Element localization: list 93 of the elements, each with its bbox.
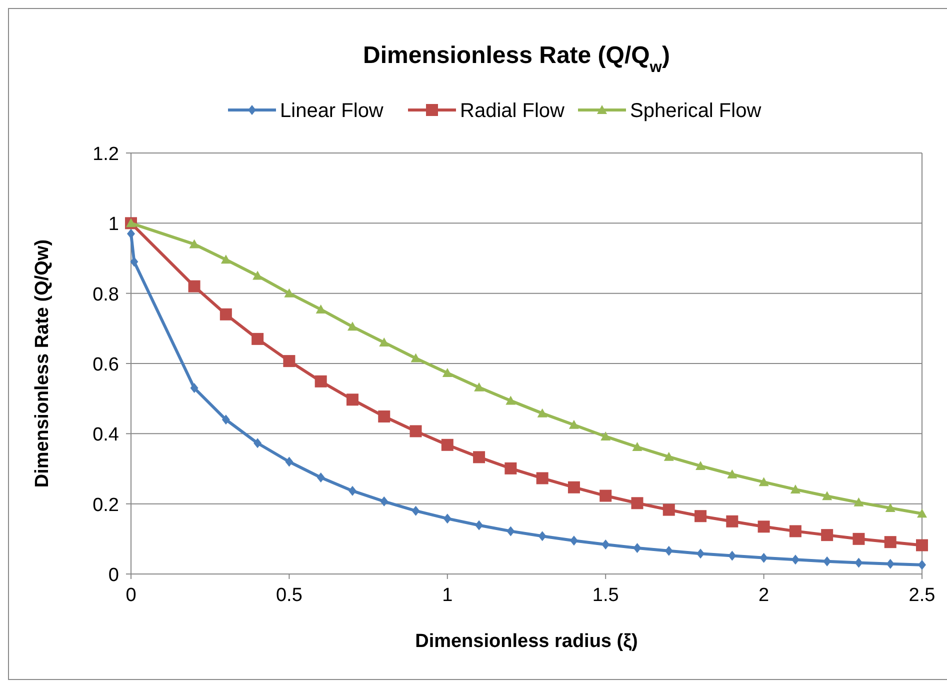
point — [631, 497, 644, 510]
point — [570, 536, 578, 546]
point — [854, 497, 864, 506]
point — [473, 451, 486, 464]
point — [918, 560, 926, 570]
point — [664, 452, 674, 461]
y-tick-label: 1 — [108, 214, 119, 236]
point — [506, 396, 516, 405]
point — [568, 420, 579, 429]
point — [886, 558, 894, 569]
point — [506, 526, 515, 536]
y-tick-label: 0.2 — [92, 494, 119, 516]
point — [441, 438, 454, 451]
point — [600, 490, 612, 502]
x-tick-label: 1 — [442, 585, 453, 606]
point — [412, 506, 420, 516]
point — [694, 510, 707, 522]
x-tick-label: 2.5 — [908, 585, 936, 606]
point — [536, 472, 548, 484]
y-tick-label: 0.4 — [92, 424, 120, 446]
point — [443, 514, 452, 524]
point — [190, 383, 198, 394]
point — [602, 540, 610, 550]
point — [283, 355, 296, 368]
point — [789, 525, 802, 538]
y-tick-label: 0.6 — [92, 354, 119, 376]
point — [600, 431, 611, 440]
point — [475, 520, 484, 530]
legend-label: Spherical Flow — [630, 100, 762, 122]
point — [917, 508, 927, 518]
y-axis-title: Dimensionless Rate (Q/Qw) — [32, 239, 53, 488]
point — [758, 477, 769, 486]
point — [316, 472, 325, 483]
point — [884, 536, 896, 548]
point — [189, 239, 200, 248]
x-tick-label: 0 — [126, 585, 136, 606]
point — [885, 503, 896, 512]
point — [568, 481, 580, 494]
legend-label: Linear Flow — [280, 100, 384, 122]
point — [220, 254, 231, 264]
x-tick-label: 0.5 — [276, 585, 302, 606]
point — [538, 531, 546, 542]
point — [821, 529, 834, 542]
legend-label: Radial Flow — [460, 100, 566, 122]
point — [474, 382, 484, 392]
point — [504, 462, 517, 474]
point — [252, 270, 263, 280]
point — [346, 394, 358, 406]
point — [222, 414, 230, 425]
point — [632, 442, 642, 451]
point — [220, 308, 232, 320]
point — [791, 554, 800, 565]
point — [254, 438, 262, 448]
point — [378, 410, 390, 422]
y-tick-label: 0 — [108, 565, 119, 586]
point — [696, 548, 705, 559]
point — [537, 408, 548, 418]
point — [314, 375, 327, 388]
point — [823, 556, 832, 566]
point — [728, 550, 736, 561]
point — [442, 368, 452, 377]
point — [285, 456, 294, 467]
point — [379, 337, 390, 346]
y-tick-label: 1.2 — [92, 144, 119, 165]
point — [410, 425, 422, 438]
point — [854, 558, 863, 568]
point — [130, 256, 138, 267]
y-tick-label: 0.8 — [92, 284, 119, 306]
point — [284, 288, 294, 298]
point — [760, 552, 768, 563]
point — [916, 539, 928, 552]
point — [188, 280, 200, 292]
point — [758, 520, 770, 533]
point — [664, 546, 673, 556]
point — [696, 460, 706, 470]
x-tick-label: 2 — [758, 585, 770, 606]
point — [852, 532, 865, 545]
point — [127, 228, 135, 239]
point — [316, 304, 326, 314]
point — [410, 353, 421, 362]
x-axis-title: Dimensionless radius (ξ) — [415, 631, 638, 652]
point — [790, 484, 800, 494]
point — [348, 486, 356, 496]
point — [726, 515, 738, 528]
point — [347, 322, 358, 331]
point — [633, 543, 642, 554]
x-tick-label: 1.5 — [592, 585, 619, 606]
point — [252, 332, 264, 345]
point — [822, 491, 832, 500]
point — [380, 496, 388, 506]
point — [727, 469, 738, 478]
chart-title: Dimensionless Rate (Q/Q$_{w}$) — [363, 42, 670, 76]
point — [662, 504, 675, 516]
